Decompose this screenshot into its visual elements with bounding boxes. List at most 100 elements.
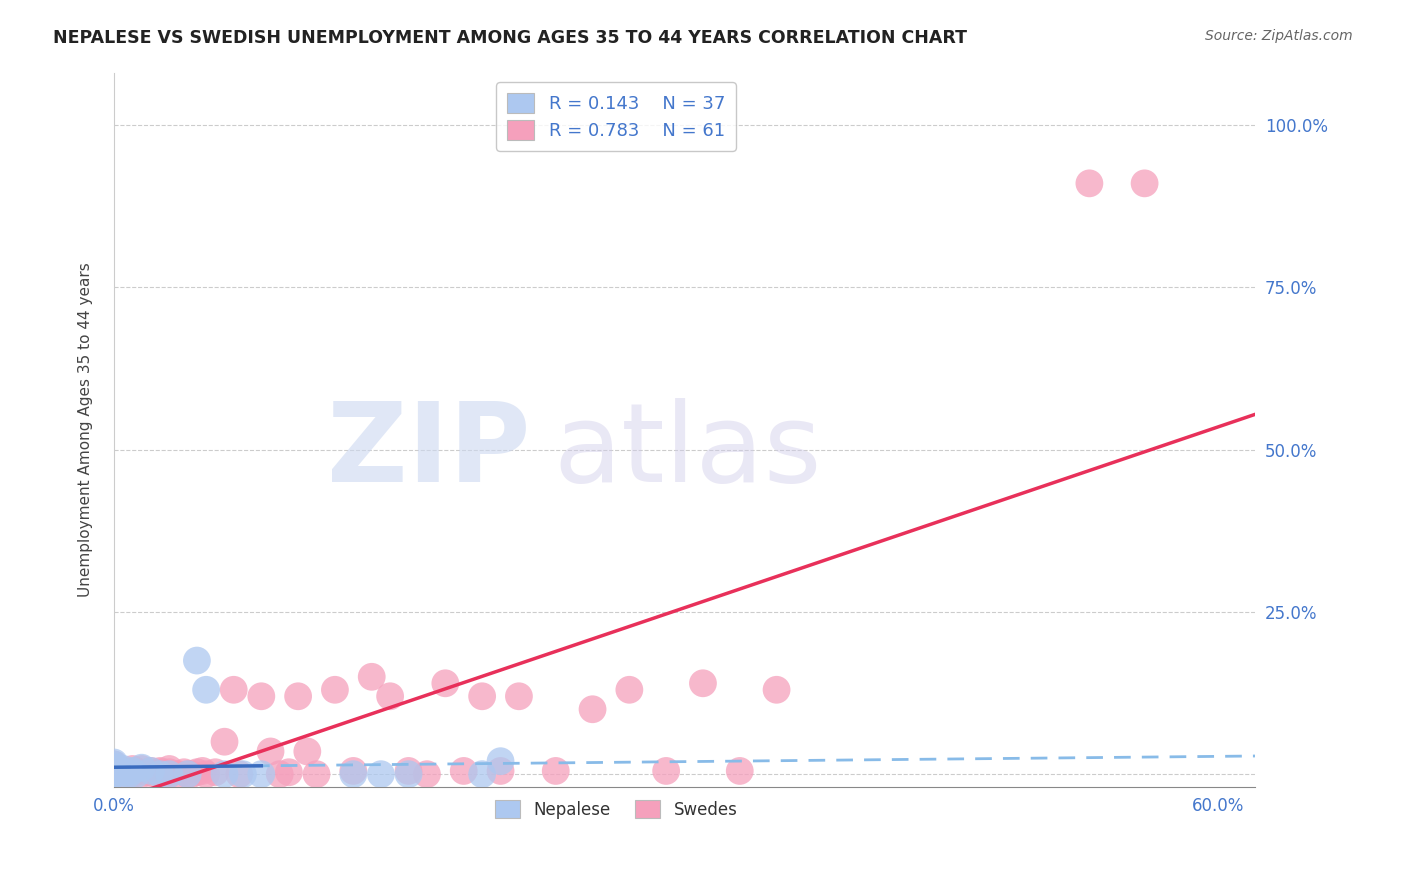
Point	[342, 764, 364, 778]
Point	[112, 765, 135, 780]
Point	[157, 762, 180, 776]
Point	[323, 682, 346, 697]
Point	[269, 767, 291, 781]
Point	[277, 765, 299, 780]
Point	[1078, 177, 1101, 191]
Y-axis label: Unemployment Among Ages 35 to 44 years: Unemployment Among Ages 35 to 44 years	[79, 263, 93, 598]
Point	[103, 764, 125, 778]
Point	[655, 764, 678, 778]
Point	[297, 744, 319, 758]
Point	[131, 761, 153, 775]
Point	[157, 765, 180, 780]
Point	[186, 654, 208, 668]
Point	[143, 767, 166, 781]
Point	[103, 762, 125, 776]
Point	[149, 764, 172, 778]
Point	[103, 767, 125, 781]
Point	[125, 764, 148, 778]
Point	[195, 682, 218, 697]
Point	[177, 767, 200, 781]
Point	[103, 767, 125, 781]
Point	[103, 767, 125, 781]
Point	[259, 744, 281, 758]
Point	[250, 767, 273, 781]
Point	[103, 764, 125, 778]
Point	[131, 762, 153, 776]
Point	[149, 767, 172, 781]
Point	[180, 767, 202, 781]
Point	[305, 767, 328, 781]
Point	[228, 767, 250, 781]
Point	[370, 767, 392, 781]
Point	[103, 767, 125, 781]
Point	[136, 765, 159, 780]
Point	[121, 764, 143, 778]
Point	[398, 767, 420, 781]
Point	[149, 765, 172, 780]
Point	[471, 767, 494, 781]
Point	[581, 702, 603, 716]
Point	[112, 762, 135, 776]
Point	[167, 767, 190, 781]
Point	[232, 767, 254, 781]
Point	[103, 767, 125, 781]
Point	[1133, 177, 1156, 191]
Point	[155, 767, 177, 781]
Point	[434, 676, 457, 690]
Point	[287, 690, 309, 704]
Text: ZIP: ZIP	[328, 398, 530, 505]
Point	[416, 767, 439, 781]
Point	[544, 764, 567, 778]
Point	[103, 757, 125, 772]
Point	[453, 764, 475, 778]
Point	[728, 764, 751, 778]
Point	[103, 765, 125, 780]
Point	[103, 764, 125, 778]
Point	[398, 764, 420, 778]
Point	[103, 757, 125, 772]
Point	[692, 676, 714, 690]
Point	[765, 682, 787, 697]
Point	[378, 690, 401, 704]
Point	[118, 765, 141, 780]
Point	[112, 767, 135, 781]
Point	[118, 767, 141, 781]
Point	[103, 767, 125, 781]
Point	[204, 765, 226, 780]
Point	[173, 765, 195, 780]
Point	[125, 767, 148, 781]
Point	[222, 682, 245, 697]
Point	[471, 690, 494, 704]
Point	[191, 764, 214, 778]
Point	[121, 767, 143, 781]
Point	[619, 682, 641, 697]
Text: atlas: atlas	[554, 398, 823, 505]
Point	[195, 767, 218, 781]
Point	[157, 767, 180, 781]
Point	[103, 759, 125, 773]
Text: NEPALESE VS SWEDISH UNEMPLOYMENT AMONG AGES 35 TO 44 YEARS CORRELATION CHART: NEPALESE VS SWEDISH UNEMPLOYMENT AMONG A…	[53, 29, 967, 46]
Point	[508, 690, 530, 704]
Point	[139, 764, 162, 778]
Point	[214, 767, 236, 781]
Point	[103, 767, 125, 781]
Point	[103, 767, 125, 781]
Point	[214, 735, 236, 749]
Point	[342, 767, 364, 781]
Point	[103, 765, 125, 780]
Point	[186, 765, 208, 780]
Point	[157, 767, 180, 781]
Point	[139, 764, 162, 778]
Point	[103, 759, 125, 773]
Point	[103, 767, 125, 781]
Point	[131, 767, 153, 781]
Point	[250, 690, 273, 704]
Point	[112, 767, 135, 781]
Point	[177, 767, 200, 781]
Point	[103, 756, 125, 770]
Point	[489, 764, 512, 778]
Point	[489, 754, 512, 768]
Point	[103, 762, 125, 776]
Point	[112, 764, 135, 778]
Point	[121, 762, 143, 776]
